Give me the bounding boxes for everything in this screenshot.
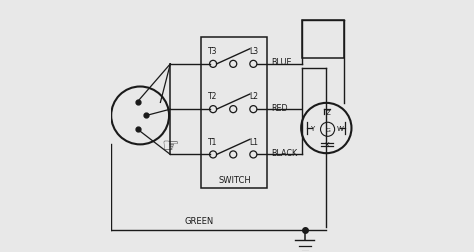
Text: W: W [337,125,344,132]
Text: T3: T3 [209,47,218,56]
Text: SWITCH: SWITCH [218,175,251,184]
Text: L2: L2 [249,92,258,101]
Text: Y: Y [310,125,315,132]
Text: RED: RED [271,103,288,112]
Text: GREEN: GREEN [185,216,214,225]
Text: BLACK: BLACK [271,148,297,157]
Text: T2: T2 [209,92,218,101]
Text: L3: L3 [249,47,258,56]
Text: L1: L1 [249,137,258,146]
Text: Z: Z [325,109,330,115]
Text: T1: T1 [209,137,218,146]
Text: G: G [325,127,330,132]
Bar [302,21,344,58]
Bar [201,38,267,189]
Text: BLUE: BLUE [271,58,292,67]
Text: ☞: ☞ [162,137,179,155]
Text: X: X [325,142,330,148]
